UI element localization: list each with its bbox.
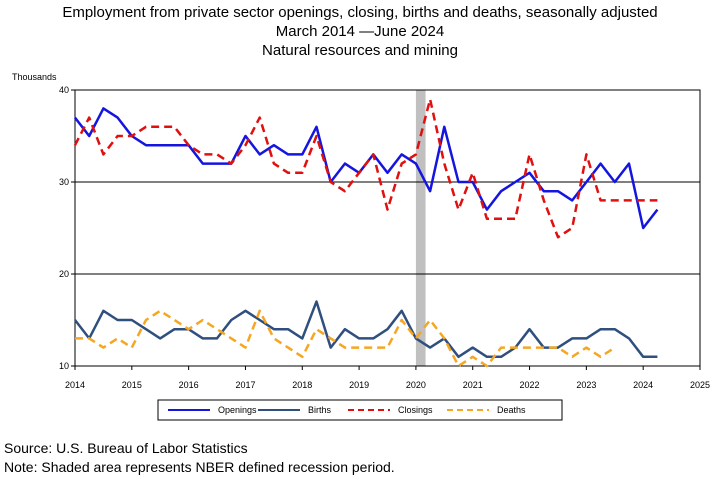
plot-area: 10 20 30 40 2014 2015 2016 2017 2018 2019 2020 2021… (59, 85, 710, 421)
series-line-births (74, 300, 658, 359)
x-tick-label: 2023 (576, 380, 596, 390)
x-tick-label: 2021 (463, 380, 483, 390)
y-axis-label: Thousands (12, 72, 57, 82)
x-tick-label: 2017 (235, 380, 255, 390)
recession-note: Note: Shaded area represents NBER define… (4, 459, 395, 475)
x-tick-label: 2020 (406, 380, 426, 390)
y-tick-label: 20 (59, 269, 69, 279)
x-tick-label: 2015 (122, 380, 142, 390)
x-tick-label: 2018 (292, 380, 312, 390)
x-tick-label: 2025 (690, 380, 710, 390)
series-line-openings (74, 107, 659, 230)
chart-title-line-1: Employment from private sector openings,… (62, 4, 658, 21)
y-tick-label: 10 (59, 361, 69, 371)
chart-title-line-3: Natural resources and mining (262, 42, 458, 59)
plot-frame (74, 89, 701, 367)
series-line-deaths (75, 309, 616, 368)
chart-title-line-2: March 2014 —June 2024 (275, 23, 445, 40)
legend-label-births: Births (308, 405, 332, 415)
series-line-closings (73, 97, 658, 239)
x-tick-label: 2014 (65, 380, 85, 390)
legend-label-openings: Openings (218, 405, 257, 415)
recession-shading (415, 90, 426, 366)
legend: Openings Births Closings Deaths (157, 399, 563, 421)
x-tick-label: 2016 (179, 380, 199, 390)
legend-label-deaths: Deaths (497, 405, 526, 415)
source-note: Source: U.S. Bureau of Labor Statistics (4, 440, 248, 456)
y-tick-label: 30 (59, 177, 69, 187)
x-tick-label: 2022 (520, 380, 540, 390)
y-tick-label: 40 (59, 85, 69, 95)
legend-label-closings: Closings (398, 405, 433, 415)
x-tick-label: 2024 (633, 380, 653, 390)
x-tick-label: 2019 (349, 380, 369, 390)
